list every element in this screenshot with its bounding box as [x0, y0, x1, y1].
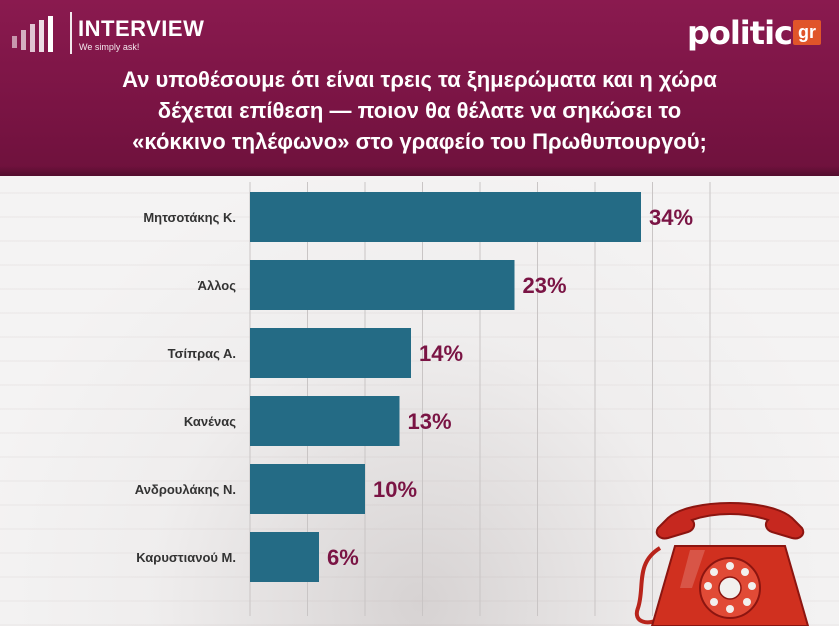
bar — [250, 396, 400, 446]
survey-question: Αν υποθέσουμε ότι είναι τρεις τα ξημερώμ… — [60, 64, 779, 157]
question-line: δέχεται επίθεση — ποιον θα θέλατε να σηκ… — [157, 98, 682, 123]
value-label: 13% — [408, 409, 452, 434]
value-label: 14% — [419, 341, 463, 366]
header-banner: INTERVIEW We simply ask! politic gr Αν υπ… — [0, 0, 839, 176]
category-label: Ανδρουλάκης Ν. — [135, 482, 236, 497]
bar — [250, 192, 641, 242]
logo-suffix: gr — [793, 20, 821, 45]
value-label: 23% — [523, 273, 567, 298]
bar — [250, 532, 319, 582]
brand-divider — [70, 12, 72, 54]
question-line: «κόκκινο τηλέφωνο» στο γραφείο του Πρωθυ… — [132, 129, 707, 154]
category-label: Καρυστιανού Μ. — [136, 550, 236, 565]
category-label: Τσίπρας Α. — [168, 346, 236, 361]
category-label: Μητσοτάκης Κ. — [143, 210, 236, 225]
question-line: Αν υποθέσουμε ότι είναι τρεις τα ξημερώμ… — [122, 67, 717, 92]
bar — [250, 328, 411, 378]
red-rotary-telephone-icon — [634, 502, 810, 626]
brand-title: INTERVIEW — [78, 16, 205, 41]
bar — [250, 464, 365, 514]
logo-main-text: politic — [686, 14, 793, 52]
category-label: Κανένας — [184, 414, 236, 429]
value-label: 10% — [373, 477, 417, 502]
value-label: 34% — [649, 205, 693, 230]
brand-tagline: We simply ask! — [79, 42, 140, 52]
value-label: 6% — [327, 545, 359, 570]
category-label: Άλλος — [198, 278, 237, 293]
bar-chart: Μητσοτάκης Κ. 34% Άλλος 23% Τσίπρας Α. 14% Καν… — [135, 182, 711, 616]
bar — [250, 260, 515, 310]
bar-chart-logo-icon — [12, 16, 53, 52]
politic-logo: politic gr — [687, 14, 821, 54]
